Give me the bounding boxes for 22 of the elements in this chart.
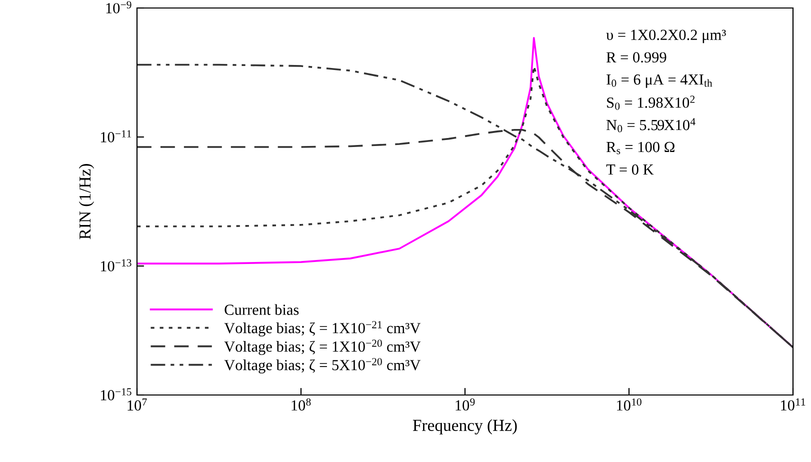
y-tick-label: 10$^{−13}$ <box>100 259 132 272</box>
annotation: R$_{s}$ = 100 Ω <box>606 142 674 154</box>
x-tick-label: 10$^{10}$ <box>617 398 642 411</box>
x-axis-title: Frequency (Hz) <box>412 419 517 434</box>
legend-label: Current bias <box>224 304 299 315</box>
legend-label: Voltage bias; ζ = 5X10$^{−20}$ cm³V <box>224 358 421 374</box>
annotation: N$_{0}$ = 5.59X10$^{4}$ <box>606 118 696 132</box>
annotation: R = 0.999 <box>606 52 666 63</box>
x-tick-label: 10$^{8}$ <box>292 398 311 411</box>
legend-label: Voltage bias; ζ = 1X10$^{−21}$ cm³V <box>224 321 421 336</box>
legend-label: Voltage bias; ζ = 1X10$^{−20}$ cm³V <box>224 340 421 355</box>
annotation: I$_{0}$ = 6 μA = 4XI$_{th}$ <box>606 74 712 88</box>
annotation: T = 0 K <box>606 164 654 175</box>
x-tick-label: 10$^{11}$ <box>781 398 806 411</box>
annotation: S$_{0}$ = 1.98X10$^{2}$ <box>607 96 695 110</box>
annotation: υ = 1X0.2X0.2 μm³ <box>606 30 726 44</box>
y-tick-label: 10$^{−9}$ <box>106 1 132 14</box>
x-tick-label: 10$^{7}$ <box>128 398 147 411</box>
y-tick-label: 10$^{−15}$ <box>100 388 132 400</box>
y-tick-label: 10$^{−11}$ <box>100 130 132 142</box>
x-tick-label: 10$^{9}$ <box>456 398 475 411</box>
y-axis-title: RIN (1/Hz) <box>78 164 94 240</box>
